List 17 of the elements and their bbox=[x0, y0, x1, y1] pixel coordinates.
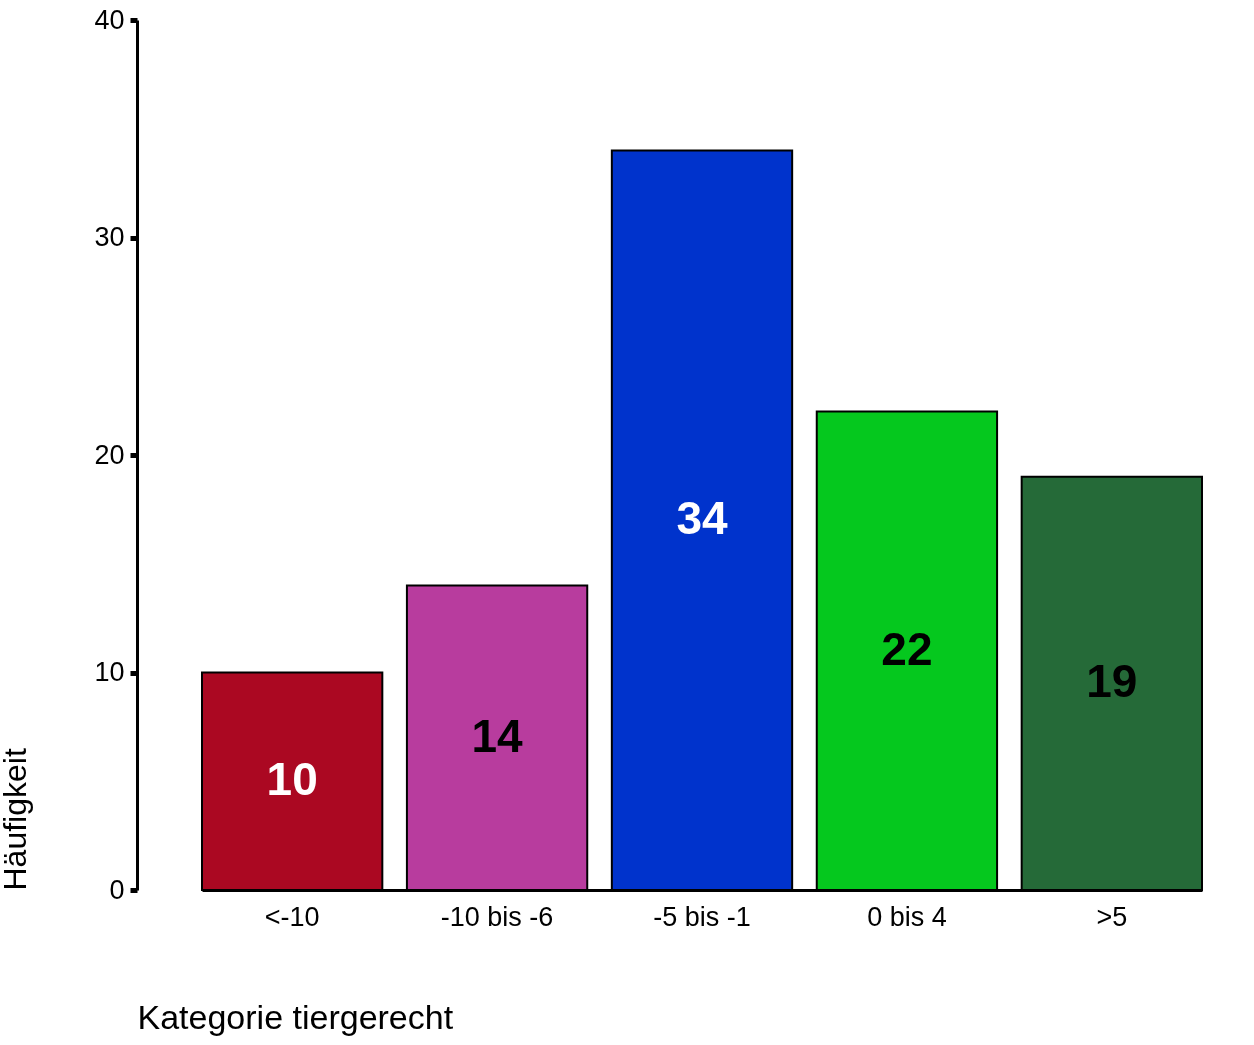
y-tick-label: 10 bbox=[94, 657, 125, 687]
data-label: 22 bbox=[881, 622, 933, 675]
y-tick-label: 0 bbox=[109, 874, 125, 905]
y-axis-title: Häufigkeit bbox=[0, 748, 33, 891]
data-label: 10 bbox=[266, 753, 318, 806]
y-tick-label: 20 bbox=[94, 439, 125, 470]
x-tick-label: -5 bis -1 bbox=[653, 901, 751, 932]
data-label: 34 bbox=[676, 492, 728, 545]
x-tick-label: <-10 bbox=[264, 901, 320, 932]
y-tick-label: 40 bbox=[94, 4, 125, 35]
y-tick-label: 30 bbox=[94, 222, 125, 252]
data-label: 19 bbox=[1086, 655, 1138, 708]
x-tick-label: -10 bis -6 bbox=[440, 901, 554, 932]
data-label: 14 bbox=[471, 709, 524, 762]
x-tick-label: 0 bis 4 bbox=[867, 901, 947, 932]
x-tick-label: >5 bbox=[1096, 901, 1128, 932]
x-axis-title: Kategorie tiergerecht bbox=[137, 997, 454, 1036]
